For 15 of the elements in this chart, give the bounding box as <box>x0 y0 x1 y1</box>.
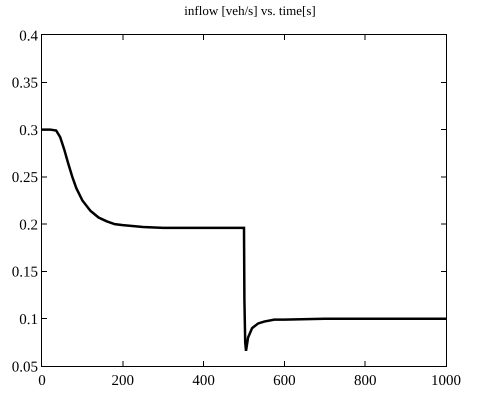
y-tick-label: 0.25 <box>12 170 38 186</box>
y-tick-label: 0.15 <box>12 264 38 281</box>
y-tick-label: 0.1 <box>19 312 38 328</box>
y-tick-label: 0.4 <box>19 28 38 44</box>
y-tick-label: 0.2 <box>19 217 38 234</box>
y-tick-label: 0.35 <box>12 76 38 92</box>
chart-title: inflow [veh/s] vs. time[s] <box>184 3 316 18</box>
y-tick-label: 0.05 <box>12 359 38 376</box>
x-tick-label: 200 <box>112 373 134 389</box>
x-tick-label: 400 <box>192 373 215 389</box>
x-tick-label: 600 <box>273 373 296 389</box>
x-tick-label: 800 <box>354 373 376 389</box>
x-tick-label: 0 <box>38 373 46 389</box>
y-tick-label: 0.3 <box>19 122 38 139</box>
x-tick-label: 1000 <box>431 373 461 389</box>
